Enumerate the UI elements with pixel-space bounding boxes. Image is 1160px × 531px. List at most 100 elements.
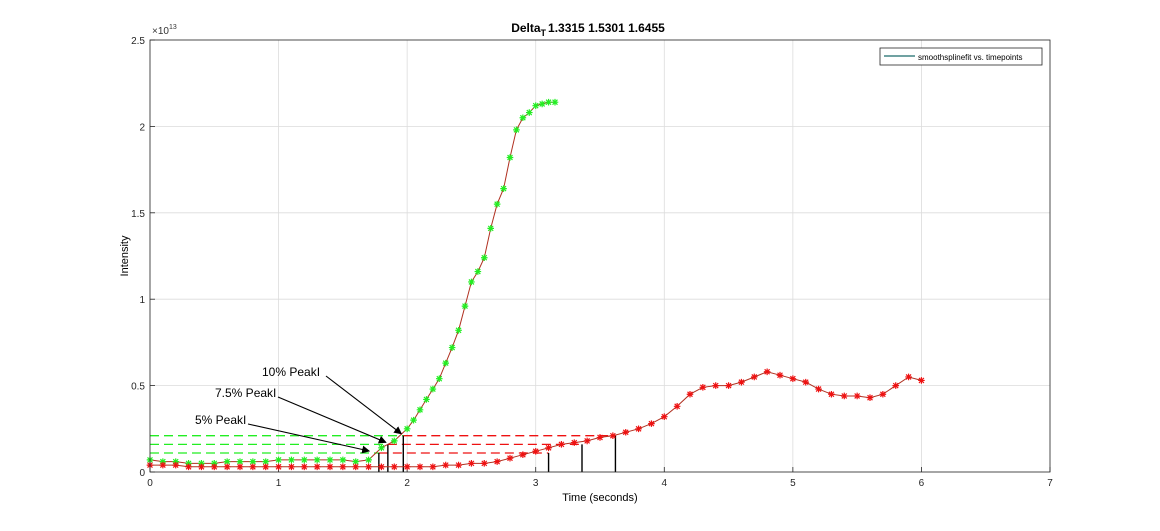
annotation-label: 7.5% PeakI <box>215 386 276 400</box>
x-tick-label: 3 <box>533 478 539 489</box>
red-star-marker <box>660 413 668 421</box>
red-star-marker <box>185 463 192 471</box>
red-star-marker <box>828 390 835 398</box>
red-star-marker <box>480 460 488 467</box>
green-star-marker <box>468 278 475 286</box>
red-star-marker <box>815 385 822 393</box>
chart-title: DeltaT 1.3315 1.5301 1.6455 <box>511 21 665 38</box>
red-star-marker <box>159 461 167 469</box>
red-star-marker <box>493 458 501 465</box>
legend-box <box>879 47 1043 66</box>
annotation-arrow <box>247 423 371 454</box>
green-star-marker <box>326 456 334 464</box>
green-star-marker <box>378 444 385 452</box>
y-tick-label: 2.5 <box>131 36 145 47</box>
red-star-marker <box>429 463 437 471</box>
green-star-marker <box>480 254 488 262</box>
green-star-marker <box>403 425 411 433</box>
red-star-marker <box>442 461 450 469</box>
green-star-marker <box>513 126 520 134</box>
annotation-arrow <box>277 396 387 444</box>
red-star-marker <box>673 403 681 410</box>
red-star-marker <box>198 463 205 471</box>
green-star-marker <box>487 225 495 232</box>
green-star-marker <box>339 456 347 464</box>
x-tick-label: 7 <box>1047 478 1053 489</box>
red-star-marker <box>686 390 694 398</box>
green-star-marker <box>519 114 527 122</box>
red-star-marker <box>789 375 797 382</box>
red-star-marker <box>738 378 745 386</box>
green-star-marker <box>172 458 180 465</box>
red-star-marker <box>352 463 360 471</box>
red-star-marker <box>596 434 604 441</box>
red-star-marker <box>892 382 900 389</box>
green-star-marker <box>410 416 417 424</box>
legend-entry-label: smoothsplinefit vs. timepoints <box>918 53 1023 62</box>
green-star-marker <box>493 200 501 208</box>
green-star-marker <box>455 327 462 334</box>
annotation-label: 5% PeakI <box>195 413 246 427</box>
green-star-marker <box>262 458 270 465</box>
red-star-marker <box>776 371 784 379</box>
red-star-marker <box>699 384 707 391</box>
green-star-marker <box>416 406 424 414</box>
red-star-marker <box>712 382 720 389</box>
series-layer <box>146 98 925 471</box>
green-star-marker <box>223 458 231 465</box>
green-star-marker <box>538 100 546 108</box>
red-star-marker <box>249 463 257 471</box>
red-star-marker <box>468 460 475 467</box>
annotation-label: 10% PeakI <box>262 365 320 379</box>
red-star-marker <box>339 463 347 471</box>
y-axis-label: Intensity <box>119 235 131 276</box>
y-tick-label: 1.5 <box>131 209 145 220</box>
y-exponent-label: ×1013 <box>152 24 177 37</box>
red-star-marker <box>609 432 617 440</box>
green-star-marker <box>300 456 308 464</box>
red-star-marker <box>545 444 552 452</box>
red-star-marker <box>365 463 372 471</box>
x-tick-label: 2 <box>404 478 410 489</box>
red-star-marker <box>275 463 282 471</box>
green-star-marker <box>210 460 218 467</box>
red-star-marker <box>236 463 244 471</box>
title-values: 1.3315 1.5301 1.6455 <box>548 21 665 35</box>
red-star-marker <box>416 463 424 471</box>
red-star-marker <box>210 463 218 471</box>
green-star-marker <box>390 437 398 445</box>
y-exponent-power: 13 <box>169 24 177 31</box>
red-star-marker <box>378 463 385 471</box>
red-star-marker <box>326 463 334 471</box>
red-star-marker <box>866 394 874 401</box>
green-star-marker <box>525 109 533 116</box>
red-star-marker <box>455 461 462 469</box>
red-star-marker <box>725 382 732 389</box>
red-star-marker <box>648 420 655 427</box>
red-star-marker <box>403 463 411 471</box>
red-star-marker <box>506 454 514 462</box>
title-main: Delta <box>511 21 541 35</box>
x-tick-label: 1 <box>276 478 282 489</box>
ticks-layer: 0 1 2 3 4 5 6 7 0 0.5 1 1.5 2 2.5 <box>131 36 1053 489</box>
y-tick-label: 0.5 <box>131 382 145 393</box>
green-star-marker <box>352 458 360 465</box>
red-star-marker <box>802 378 810 386</box>
annotation-arrow <box>325 375 403 435</box>
green-star-marker <box>545 98 552 106</box>
green-star-marker <box>365 456 372 464</box>
x-tick-label: 6 <box>919 478 925 489</box>
y-tick-label: 1 <box>139 295 145 306</box>
red-star-marker <box>840 392 848 400</box>
green-star-marker <box>249 458 257 465</box>
y-tick-label: 0 <box>139 468 145 479</box>
green-star-marker <box>551 98 559 106</box>
green-star-marker <box>506 154 514 161</box>
red-star-marker <box>262 463 270 471</box>
green-star-marker <box>435 375 443 382</box>
red-star-marker <box>519 451 527 459</box>
red-star-marker <box>879 390 887 398</box>
green-star-marker <box>423 396 430 403</box>
